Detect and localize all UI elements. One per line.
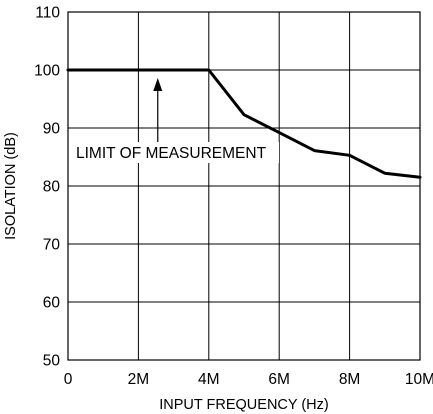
x-tick-label: 6M [268,371,290,388]
x-tick-label: 4M [198,371,220,388]
y-tick-label: 100 [34,63,60,80]
x-tick-label: 2M [128,371,150,388]
isolation-series-line [66,68,422,179]
annotation-limit-of-measurement: LIMIT OF MEASUREMENT [76,145,267,162]
plot-area-frame [67,11,421,361]
x-tick-label: 10M [405,371,433,388]
annotation-group: LIMIT OF MEASUREMENT [73,78,279,163]
y-tick-label: 50 [43,353,61,370]
annotation-arrow-head [153,78,163,91]
x-tick-labels: 0 2M 4M 6M 8M 10M [64,371,433,388]
x-axis-label: INPUT FREQUENCY (Hz) [159,397,328,413]
y-tick-label: 70 [43,237,61,254]
grid-lines [68,12,420,360]
y-axis-label: ISOLATION (dB) [3,132,19,240]
y-tick-label: 60 [43,295,61,312]
x-tick-label: 0 [64,371,73,388]
x-tick-label: 8M [339,371,361,388]
y-tick-label: 110 [35,5,60,22]
y-tick-label: 90 [43,121,61,138]
y-tick-label: 80 [43,179,61,196]
annotation-background [73,142,279,163]
y-tick-labels: 50 60 70 80 90 100 110 [34,5,60,370]
